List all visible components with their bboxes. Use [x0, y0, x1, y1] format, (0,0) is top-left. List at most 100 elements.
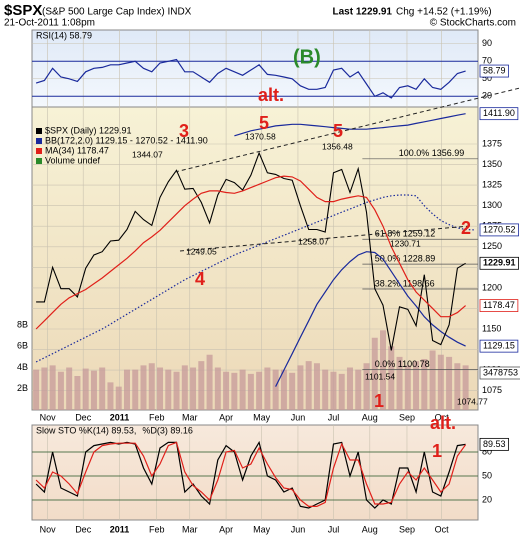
legend-label: MA(34) 1178.47	[45, 145, 109, 155]
volume-bar	[214, 367, 221, 410]
value-tag: 1411.90	[483, 108, 515, 118]
legend-swatch	[36, 158, 42, 164]
fib-label: 0.0% 1100.78	[375, 359, 430, 369]
volume-bar	[346, 367, 353, 410]
x-tick-label: Oct	[435, 524, 450, 534]
rsi-panel	[31, 29, 479, 108]
volume-bar	[280, 369, 287, 410]
volume-bar	[363, 363, 370, 410]
x-tick-label: Feb	[149, 524, 165, 534]
legend-label: %D(3) 89.16	[142, 425, 193, 435]
price-label: 1344.07	[132, 149, 163, 159]
legend-label: Volume undef	[45, 155, 101, 165]
series-line	[35, 441, 467, 507]
y-tick-label: 1375	[482, 138, 502, 148]
wave-label: alt.	[430, 413, 456, 433]
volume-bar	[413, 361, 420, 410]
price-label: 1074.77	[457, 396, 488, 406]
x-tick-label: Dec	[75, 524, 92, 534]
wave-label: alt.	[258, 85, 284, 105]
series-line	[35, 440, 466, 509]
x-tick-label: Apr	[219, 524, 233, 534]
wave-label: 1	[432, 441, 442, 461]
x-tick-label: Jun	[291, 524, 306, 534]
value-tag: 3478753	[483, 367, 518, 377]
volume-bar	[396, 356, 403, 410]
y-tick-label: 20	[482, 494, 492, 504]
volume-bar	[446, 356, 453, 410]
volume-bar	[454, 363, 461, 410]
bollinger-upper	[234, 113, 466, 137]
volume-bar	[107, 382, 114, 410]
x-tick-label: Mar	[182, 524, 198, 534]
volume-bar	[313, 363, 320, 410]
value-tag: 1129.15	[483, 341, 515, 351]
volume-bar	[429, 350, 436, 410]
volume-bar	[206, 354, 213, 410]
volume-tick-label: 8B	[17, 319, 28, 329]
volume-bar	[462, 365, 469, 410]
volume-bar	[74, 376, 81, 410]
volume-bar	[355, 369, 362, 410]
value-tag: 1270.52	[483, 224, 516, 234]
wave-label: 1	[374, 391, 384, 411]
y-tick-label: 1075	[482, 385, 502, 395]
price-label: 1249.05	[186, 246, 217, 256]
volume-bar	[66, 367, 73, 410]
value-tag-box	[479, 299, 519, 312]
volume-bar	[90, 370, 97, 410]
volume-bar	[256, 371, 263, 410]
volume-bar	[99, 367, 106, 410]
y-tick-label: 50	[482, 73, 492, 83]
credit: © StockCharts.com	[430, 18, 516, 29]
volume-bar	[140, 365, 147, 410]
volume-bar	[231, 372, 238, 410]
volume-bar	[181, 365, 188, 410]
volume-bar	[132, 369, 139, 410]
y-tick-label: 1325	[482, 179, 502, 189]
x-tick-label: Sep	[399, 524, 415, 534]
y-tick-label: 1250	[482, 241, 502, 251]
volume-bar	[82, 368, 89, 410]
value-tag-box	[479, 437, 509, 451]
volume-bar	[239, 369, 246, 410]
x-tick-label: Nov	[40, 524, 57, 534]
volume-bar	[289, 372, 296, 410]
volume-bar	[198, 361, 205, 410]
fib-label: 61.8% 1259.12	[375, 229, 436, 239]
y-tick-label: 1200	[482, 282, 502, 292]
sto-panel	[31, 424, 479, 521]
volume-bar	[404, 365, 411, 410]
x-tick-label: Dec	[75, 412, 92, 422]
volume-tick-label: 4B	[17, 362, 28, 372]
y-tick-label: 50	[482, 470, 492, 480]
price-label: 1101.54	[365, 371, 395, 381]
legend-label: RSI(14) 58.79	[36, 30, 92, 40]
volume-bar	[115, 386, 122, 410]
x-tick-label: May	[253, 524, 271, 534]
legend-label: Slow STO %K(14) 89.53,	[36, 425, 136, 435]
index-name: (S&P 500 Large Cap Index) INDX	[42, 7, 192, 18]
volume-bar	[421, 359, 428, 410]
date: 21-Oct-2011 1:08pm	[4, 18, 95, 29]
value-tag: 1178.47	[483, 300, 515, 310]
wave-label: 2	[461, 218, 471, 238]
legend-swatch	[36, 148, 42, 154]
volume-bar	[371, 337, 378, 410]
wave-label: 3	[179, 121, 189, 141]
value-tag: 58.79	[483, 65, 506, 75]
y-tick-label: 1350	[482, 159, 502, 169]
x-tick-label: Aug	[362, 524, 378, 534]
price-label: 1258.07	[298, 236, 329, 246]
symbol: $SPX	[4, 2, 42, 19]
value-tag-box	[479, 223, 519, 237]
fib-label: 50.0% 1228.89	[375, 254, 436, 264]
wave-label: 5	[259, 113, 269, 133]
trendline	[174, 87, 520, 173]
volume-bar	[305, 361, 312, 410]
series-line	[35, 58, 466, 99]
volume-bar	[297, 365, 304, 410]
x-tick-label: Oct	[435, 412, 450, 422]
legend-label: $SPX (Daily) 1229.91	[45, 125, 132, 135]
